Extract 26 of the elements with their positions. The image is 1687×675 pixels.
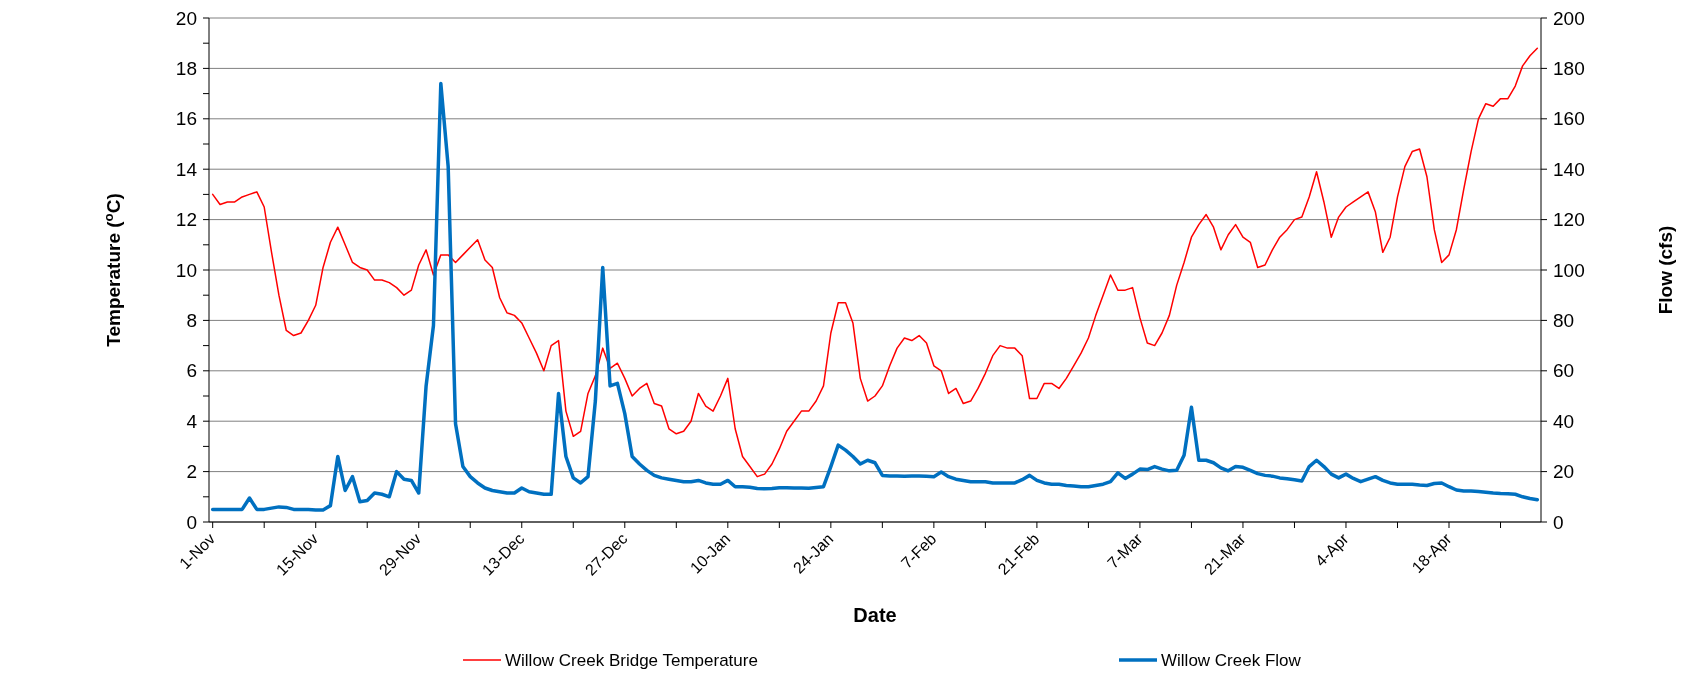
y2-tick-label: 200	[1553, 7, 1585, 29]
y-tick-label: 18	[175, 58, 197, 80]
y2-axis-title: Flow (cfs)	[1655, 225, 1676, 315]
legend-label: Willow Creek Flow	[1161, 650, 1302, 670]
y-tick-label: 0	[186, 511, 197, 533]
y2-tick-label: 40	[1553, 410, 1575, 432]
y2-tick-label: 140	[1553, 158, 1585, 180]
y2-tick-label: 160	[1553, 108, 1585, 130]
y-tick-label: 8	[186, 310, 197, 332]
y2-tick-label: 20	[1553, 461, 1575, 483]
y-tick-label: 14	[175, 158, 198, 180]
y-tick-label: 10	[175, 259, 197, 281]
y-tick-label: 20	[175, 7, 197, 29]
x-axis-title: Date	[853, 604, 897, 626]
y-tick-label: 2	[186, 461, 197, 483]
y2-tick-label: 60	[1553, 360, 1575, 382]
y2-tick-label: 120	[1553, 209, 1585, 231]
y-tick-label: 4	[186, 410, 198, 432]
legend-label: Willow Creek Bridge Temperature	[505, 650, 758, 670]
y2-tick-label: 180	[1553, 58, 1585, 80]
y-tick-label: 16	[175, 108, 197, 130]
y2-tick-label: 80	[1553, 310, 1575, 332]
y2-tick-label: 100	[1553, 259, 1585, 281]
y2-tick-label: 0	[1553, 511, 1564, 533]
y-tick-label: 12	[175, 209, 197, 231]
y-tick-label: 6	[186, 360, 197, 382]
